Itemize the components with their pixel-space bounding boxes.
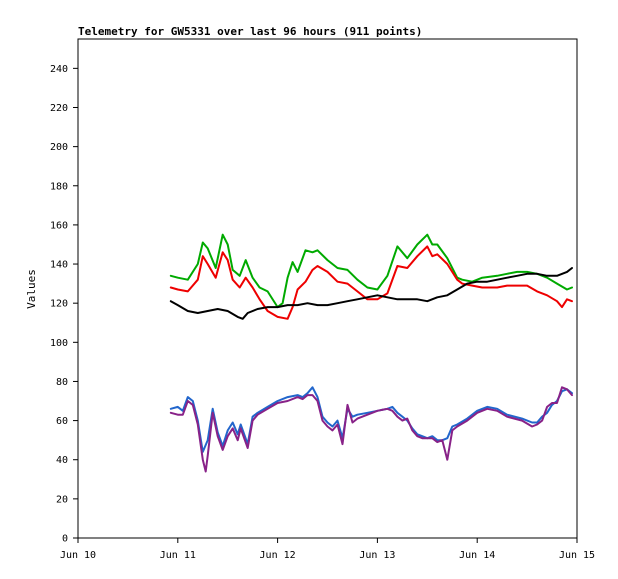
y-tick-label: 220	[50, 103, 68, 114]
series-line-1	[169, 233, 573, 309]
x-tick-label: Jun 10	[60, 550, 96, 561]
y-axis-label: Values	[25, 269, 38, 309]
series-layer	[169, 233, 573, 473]
x-tick-label: Jun 11	[160, 550, 196, 561]
y-tick-label: 240	[50, 64, 68, 75]
x-tick-label: Jun 13	[359, 550, 395, 561]
y-tick-label: 140	[50, 260, 68, 271]
y-tick-label: 160	[50, 220, 68, 231]
series-line-4	[169, 386, 573, 453]
y-tick-label: 20	[56, 494, 68, 505]
series-line-3	[169, 267, 573, 320]
x-axis: Jun 10 Jun 11 Jun 12 Jun 13 Jun 14 Jun 15	[60, 538, 595, 561]
x-tick-label: Jun 15	[559, 550, 595, 561]
y-tick-label: 200	[50, 142, 68, 153]
y-tick-label: 120	[50, 299, 68, 310]
chart-title: Telemetry for GW5331 over last 96 hours …	[78, 25, 422, 38]
series-line-2	[169, 245, 573, 320]
y-tick-label: 80	[56, 377, 68, 388]
y-tick-label: 0	[62, 534, 68, 545]
x-tick-label: Jun 14	[459, 550, 495, 561]
series-line-5	[169, 386, 573, 473]
y-tick-label: 40	[56, 455, 68, 466]
y-tick-label: 100	[50, 338, 68, 349]
y-axis: 0 20 40 60 80 100 120 140 160 180 200 220 240	[50, 64, 78, 545]
y-tick-label: 180	[50, 181, 68, 192]
x-tick-label: Jun 12	[260, 550, 296, 561]
plot-frame	[77, 38, 578, 539]
y-tick-label: 60	[56, 416, 68, 427]
